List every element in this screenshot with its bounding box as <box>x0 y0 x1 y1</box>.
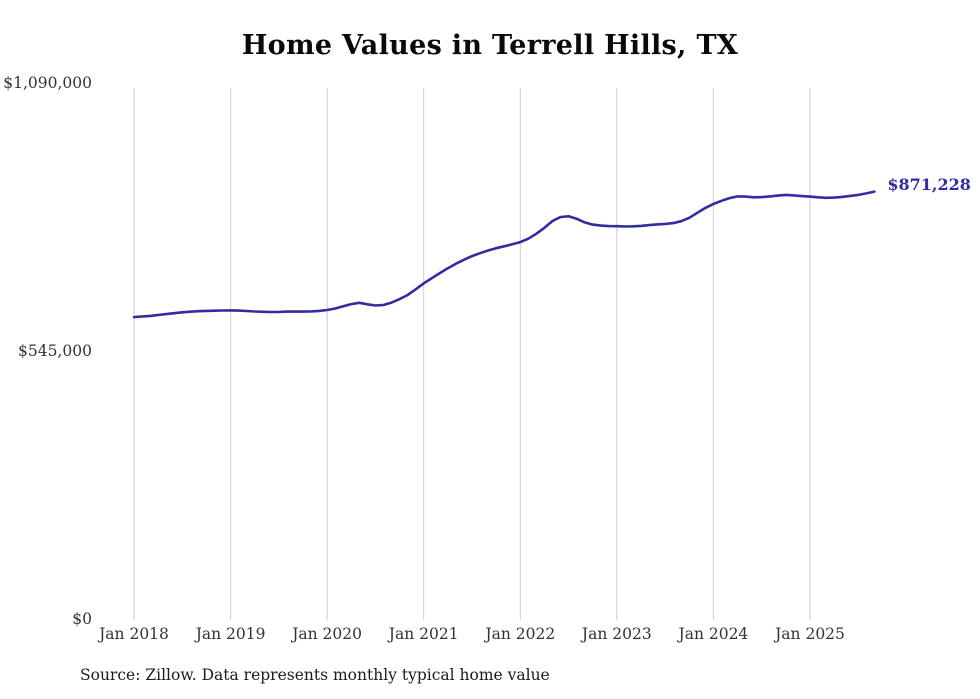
x-tick-label: Jan 2021 <box>387 625 459 643</box>
latest-value-label: $871,228 <box>887 175 971 194</box>
x-tick-label: Jan 2023 <box>580 625 652 643</box>
x-tick-label: Jan 2025 <box>773 625 845 643</box>
y-tick-label: $0 <box>72 610 92 628</box>
y-tick-label: $1,090,000 <box>3 74 92 92</box>
x-tick-label: Jan 2019 <box>194 625 266 643</box>
chart-title: Home Values in Terrell Hills, TX <box>241 30 739 61</box>
source-note: Source: Zillow. Data represents monthly … <box>80 666 550 684</box>
x-tick-label: Jan 2022 <box>483 625 555 643</box>
y-tick-label: $545,000 <box>18 342 92 360</box>
x-tick-label: Jan 2020 <box>290 625 362 643</box>
value-line <box>132 190 876 319</box>
x-tick-label: Jan 2018 <box>97 625 169 643</box>
x-tick-label: Jan 2024 <box>676 625 748 643</box>
